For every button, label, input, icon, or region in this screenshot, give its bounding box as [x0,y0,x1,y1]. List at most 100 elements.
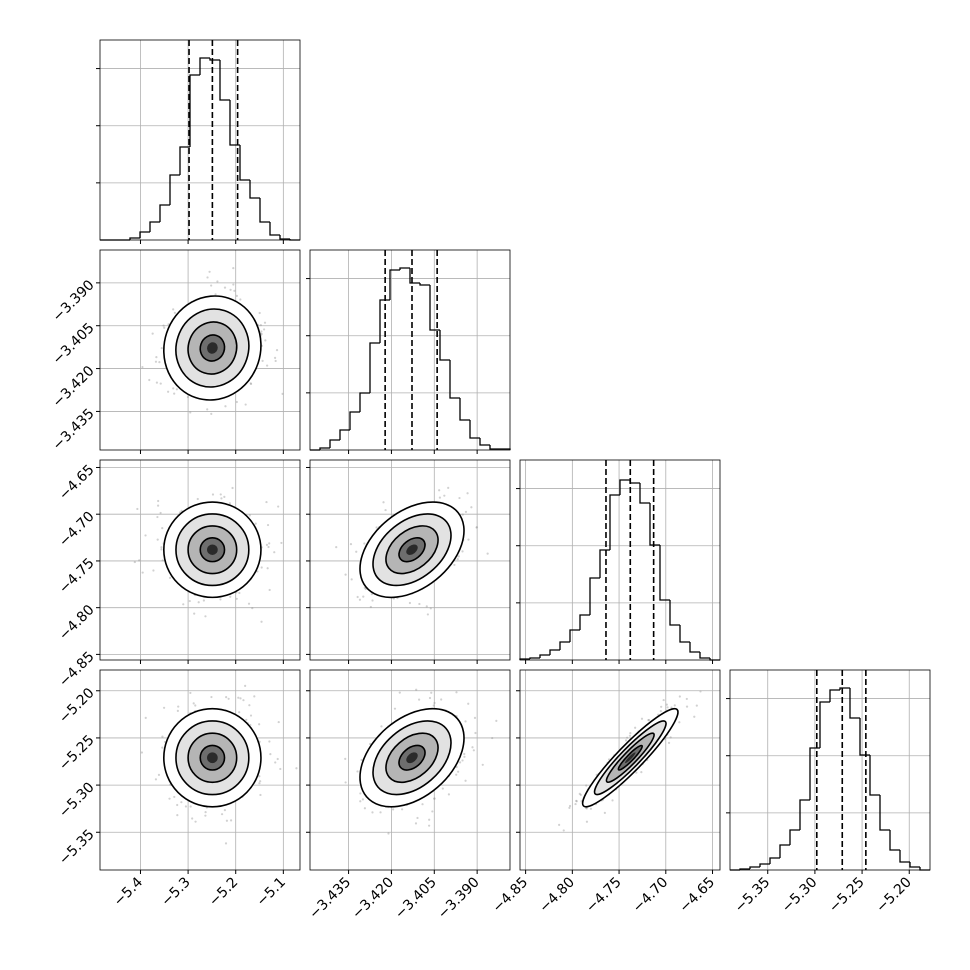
density-level [406,544,418,555]
sample-point [249,382,252,385]
x-tick-label: −5.2 [206,874,241,909]
sample-point [194,820,197,823]
sample-point [363,542,366,545]
contour-line [581,707,679,808]
sample-point [384,508,387,512]
sample-point [265,500,268,504]
panel-frame [99,39,301,241]
x-tick-label: −4.80 [536,874,578,916]
y-tick-label: −4.75 [56,555,98,597]
contour-line [385,525,439,575]
sample-point [392,808,395,811]
sample-point [260,620,263,623]
sample-point [155,381,159,384]
sample-point [464,779,467,782]
sample-point [635,771,638,774]
sample-point [473,716,477,719]
sample-point [158,360,161,364]
sample-point [161,746,164,749]
sample-point [225,819,229,822]
histogram-step [779,844,790,858]
sample-point [461,513,464,516]
sample-point [172,387,175,390]
histogram-step [489,445,500,450]
y-tick-label: −3.420 [50,363,98,411]
sample-point [266,523,270,527]
sample-point [667,741,671,744]
sample-point [408,601,412,605]
x-tick-label: −4.85 [490,874,532,916]
sample-point [192,702,195,705]
sample-point [258,775,261,778]
x-tick-label: −4.65 [677,874,719,916]
sample-point [457,555,460,558]
sample-point [414,822,418,825]
histogram-step [919,867,930,871]
histogram-step [689,642,700,653]
contour-line [372,513,452,587]
sample-point [393,707,397,710]
density-level [207,544,218,555]
sample-point [475,526,479,529]
contour-line [605,732,655,784]
sample-point [626,736,629,739]
sample-point [157,773,161,776]
histogram-step [479,438,490,446]
histogram-step [139,231,150,238]
sample-point [160,548,163,551]
sample-point [640,770,643,774]
sample-point [281,392,284,395]
panel-frame [309,459,511,661]
sample-point [274,359,277,363]
sample-point [235,597,238,600]
sample-point [558,823,561,826]
sample-point [634,726,637,729]
sample-point [210,695,213,699]
sample-point [575,799,578,802]
sample-point [167,390,170,393]
sample-point [206,276,209,279]
sample-point [144,716,147,719]
sample-point [273,551,276,554]
sample-point [371,599,374,602]
panel-frame [519,459,721,661]
sample-point [458,761,462,764]
sample-point [223,495,226,498]
sample-point [275,349,279,352]
sample-point [453,563,456,567]
panel-2d [335,486,489,616]
sample-point [471,746,474,749]
histogram-step [599,549,610,578]
sample-point [210,284,213,287]
histogram-step [549,649,560,655]
sample-point [273,356,277,359]
sample-point [248,704,251,707]
sample-point [261,359,264,362]
y-tick-label: −4.85 [56,649,98,691]
sample-point [624,739,628,742]
contour-line [385,732,439,784]
sample-point [669,736,672,739]
sample-point [175,388,178,391]
sample-point [640,717,644,720]
sample-point [204,811,207,814]
sample-point [466,492,469,495]
x-tick-label: −3.420 [349,874,397,922]
sample-point [229,288,232,291]
x-tick-label: −3.435 [306,874,354,922]
sample-point [168,797,171,800]
sample-point [575,800,578,803]
contour-line [187,525,238,575]
contour-line [163,707,262,808]
sample-point [629,731,632,735]
sample-point [138,559,141,562]
sample-point [475,526,478,529]
sample-point [662,698,665,702]
sample-point [568,804,572,808]
sample-point [239,697,242,700]
sample-point [382,501,385,504]
sample-point [152,569,155,572]
histogram-step [379,299,390,343]
panel-frame [99,249,301,451]
panel-frame [99,459,301,661]
